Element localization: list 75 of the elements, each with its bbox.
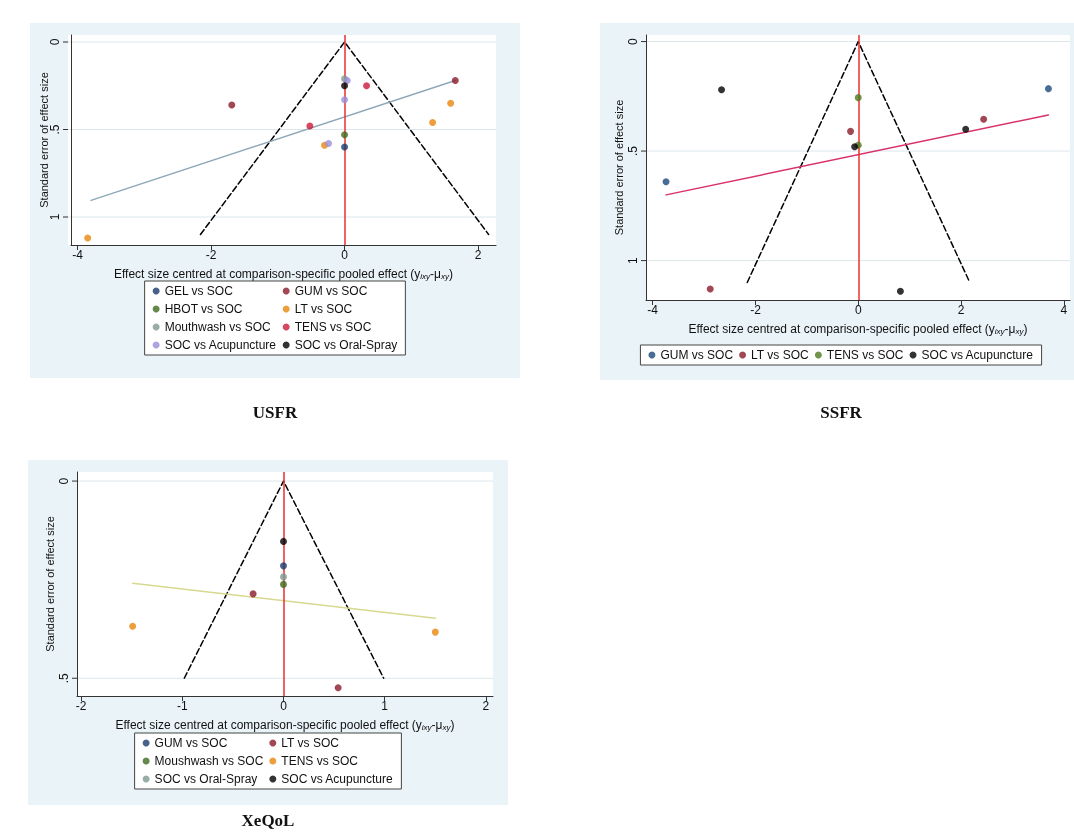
x-tick-label: 2 [957, 303, 965, 317]
text: USFR [252, 403, 298, 422]
point [279, 562, 287, 570]
x-axis-title: Effect size centred at comparison-specific pooled effect (yixy-μxy) [688, 321, 1028, 336]
point [325, 140, 333, 147]
x-tick-label: 0 [854, 303, 862, 317]
legend-label: LT vs SOC [281, 736, 340, 750]
x-tick-label: -2 [205, 248, 217, 262]
legend-label: SOC vs Acupuncture [164, 338, 277, 352]
y-tick-label: 1 [48, 213, 62, 221]
text: SSFR [820, 403, 863, 422]
point [980, 115, 988, 123]
y-tick-label: 0 [48, 38, 62, 46]
point [129, 622, 137, 630]
legend-label: SOC vs Oral-Spray [294, 338, 398, 352]
y-axis-title: Standard error of effect size [43, 516, 56, 652]
point [706, 285, 714, 293]
point [363, 82, 371, 90]
legend-label: TENS vs SOC [294, 320, 372, 334]
x-tick-label: 1 [381, 699, 389, 713]
point [662, 178, 670, 186]
y-axis-title: Standard error of effect size [37, 72, 50, 208]
point [341, 96, 349, 104]
legend-label: TENS vs SOC [826, 348, 904, 362]
legend-label: SOC vs Oral-Spray [154, 772, 258, 786]
x-tick-label: -2 [750, 303, 762, 317]
point [84, 234, 92, 242]
y-axis-title: Standard error of effect size [612, 99, 625, 236]
point [279, 537, 287, 545]
x-axis-title: Effect size centred at comparison-specific pooled effect (yixy-μxy) [115, 717, 455, 732]
point [854, 94, 862, 102]
x-tick-label: -4 [647, 303, 659, 317]
point [228, 101, 236, 109]
point [429, 119, 437, 126]
point [896, 287, 904, 295]
y-tick-label: .5 [48, 124, 62, 135]
x-tick-label: 4 [1060, 303, 1068, 317]
legend-label: SOC vs Acupuncture [921, 348, 1034, 362]
point [847, 127, 855, 135]
y-tick-label: .5 [626, 145, 640, 157]
point [431, 628, 439, 636]
point [447, 99, 455, 107]
legend-label: GEL vs SOC [164, 284, 234, 298]
legend-label: Moushwash vs SOC [154, 754, 264, 768]
x-axis-title: Effect size centred at comparison-specific pooled effect (yixy-μxy) [113, 266, 454, 281]
legend-label: TENS vs SOC [281, 754, 359, 768]
point [341, 143, 349, 151]
legend-label: GUM vs SOC [154, 736, 228, 750]
legend-label: LT vs SOC [751, 348, 809, 362]
x-tick-label: -4 [72, 248, 84, 262]
point [451, 77, 459, 84]
legend-label: SOC vs Acupuncture [281, 772, 394, 786]
x-tick-label: 2 [482, 699, 490, 713]
point [718, 86, 726, 94]
point [279, 580, 287, 588]
x-tick-label: -2 [75, 699, 87, 713]
y-tick-label: 0 [626, 37, 640, 45]
legend-label: GUM vs SOC [660, 348, 734, 362]
x-tick-label: 2 [474, 248, 482, 262]
legend-label: GUM vs SOC [294, 284, 368, 298]
point [249, 590, 257, 598]
x-tick-label: 0 [280, 699, 288, 713]
point [341, 82, 349, 90]
point [279, 573, 287, 581]
legend-label: Mouthwash vs SOC [164, 320, 271, 334]
legend-label: HBOT vs SOC [164, 302, 243, 316]
text: XeQoL [241, 811, 295, 830]
point [334, 684, 342, 692]
legend-label: LT vs SOC [294, 302, 353, 316]
point [341, 131, 349, 139]
x-tick-label: 0 [341, 248, 349, 262]
point [962, 125, 970, 133]
x-tick-label: -1 [176, 699, 188, 713]
y-tick-label: .5 [57, 672, 71, 684]
point [1044, 85, 1052, 93]
